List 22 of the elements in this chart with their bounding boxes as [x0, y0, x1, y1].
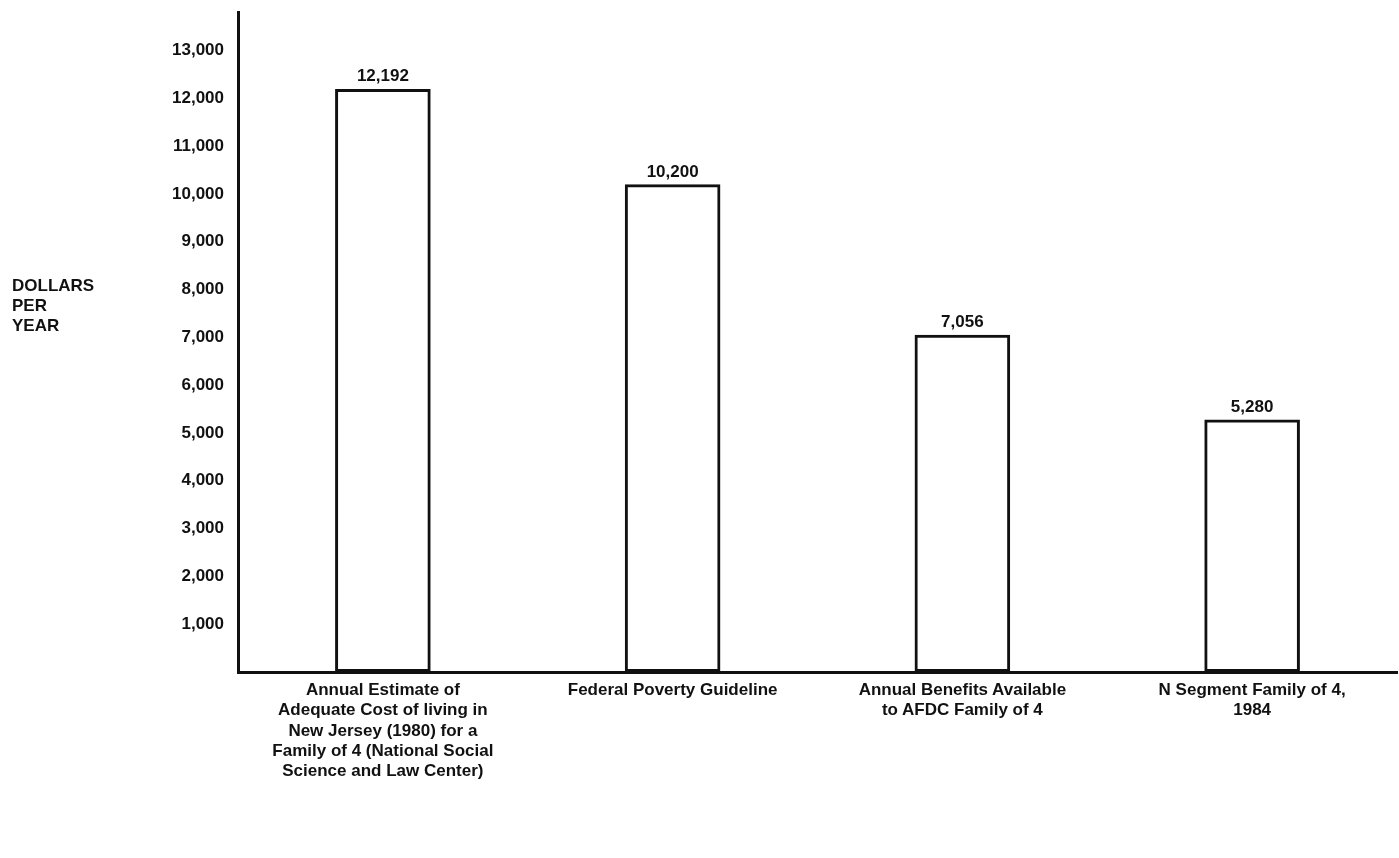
y-axis-title: DOLLARS PER YEAR [12, 276, 96, 336]
y-tick-label: 4,000 [181, 470, 224, 490]
y-tick-label: 9,000 [181, 231, 224, 251]
y-tick-label: 7,000 [181, 327, 224, 347]
data-label: 5,280 [1230, 396, 1274, 416]
y-tick-label: 10,000 [172, 183, 224, 203]
y-tick-label: 2,000 [181, 566, 224, 586]
x-tick-label: Annual Estimate of Adequate Cost of living in New Jersey (1980) for a Family of 4 (National Social Science and Law Center) [272, 679, 494, 781]
y-tick-label: 13,000 [172, 40, 224, 60]
data-label: 7,056 [941, 311, 984, 331]
y-tick-label: 3,000 [181, 518, 224, 538]
y-tick-label: 6,000 [181, 374, 224, 394]
data-label: 12,192 [356, 66, 409, 86]
data-label: 10,200 [646, 161, 699, 181]
y-tick-label: 5,000 [181, 422, 224, 442]
y-tick-label: 8,000 [181, 279, 224, 299]
y-tick-label: 1,000 [181, 613, 224, 633]
y-tick-label: 12,000 [172, 87, 224, 107]
x-tick-label: N Segment Family of 4, 1984 [1158, 679, 1346, 720]
x-tick-label: Annual Benefits Available to AFDC Family of 4 [858, 679, 1067, 720]
x-tick-label: Federal Poverty Guideline [567, 679, 778, 699]
y-tick-label: 11,000 [172, 135, 224, 155]
